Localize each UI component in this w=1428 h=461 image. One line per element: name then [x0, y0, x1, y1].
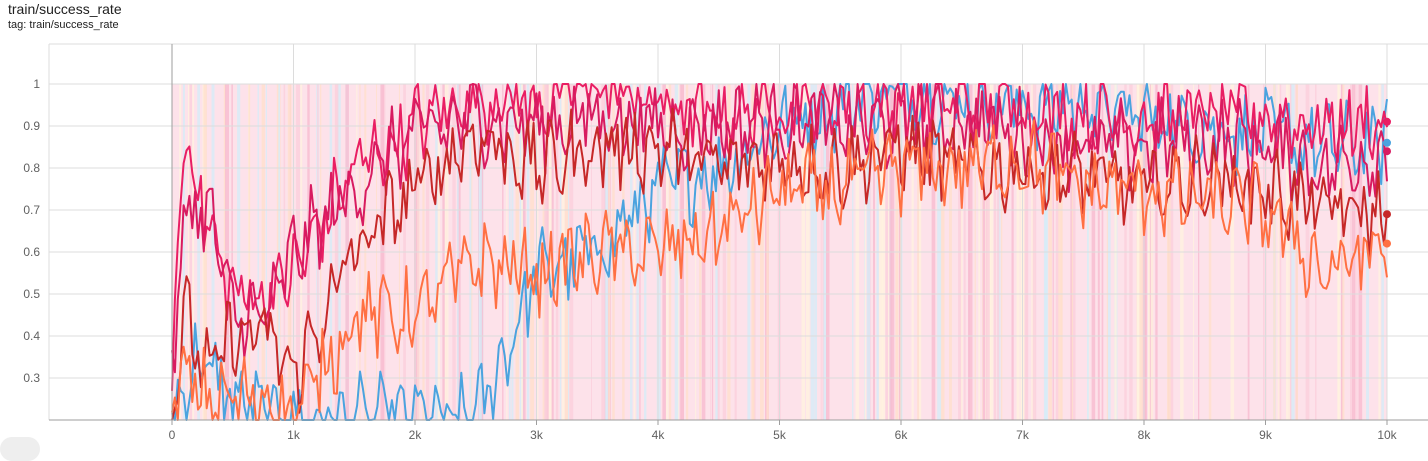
- x-tick-label: 5k: [773, 428, 787, 442]
- chart-title: train/success_rate: [8, 1, 122, 17]
- y-tick-label: 0.6: [23, 245, 40, 259]
- y-tick-label: 0.4: [23, 329, 40, 343]
- series-endpoint: [1383, 147, 1391, 156]
- x-tick-label: 4k: [652, 428, 666, 442]
- x-tick-label: 10k: [1377, 428, 1397, 442]
- series-endpoint: [1383, 210, 1391, 219]
- series-endpoint: [1383, 117, 1391, 126]
- x-tick-label: 9k: [1259, 428, 1273, 442]
- series-layer: [171, 83, 1388, 421]
- series-line[interactable]: [171, 83, 1388, 391]
- y-tick-label: 0.5: [23, 287, 40, 301]
- chart-tag: tag: train/success_rate: [8, 19, 119, 31]
- series-endpoint: [1383, 239, 1391, 248]
- y-tick-label: 0.8: [23, 161, 40, 175]
- series-line[interactable]: [171, 83, 1388, 374]
- y-tick-label: 1: [33, 77, 40, 91]
- line-chart[interactable]: 0.3 0.4 0.5 0.6 0.7 0.8 0.9 1 0 1k 2k 3k 4k 5k 6k 7k 8k 9…: [0, 0, 1428, 449]
- x-tick-label: 2k: [409, 428, 423, 442]
- y-tick-label: 0.7: [23, 203, 40, 217]
- x-tick-label: 0: [169, 428, 176, 442]
- series-line[interactable]: [171, 119, 1388, 421]
- y-tick-label: 0.9: [23, 119, 40, 133]
- axes-layer: 0.3 0.4 0.5 0.6 0.7 0.8 0.9 1 0 1k 2k 3k 4k 5k 6k 7k 8k 9…: [23, 44, 1428, 442]
- expand-button[interactable]: [0, 437, 40, 461]
- x-tick-label: 1k: [287, 428, 301, 442]
- series-line[interactable]: [171, 107, 1388, 421]
- x-tick-label: 7k: [1016, 428, 1030, 442]
- x-tick-label: 3k: [530, 428, 544, 442]
- x-tick-label: 8k: [1138, 428, 1152, 442]
- series-endpoint-layer: [1383, 117, 1391, 248]
- series-endpoint: [1383, 138, 1391, 147]
- x-tick-label: 6k: [895, 428, 909, 442]
- y-tick-label: 0.3: [23, 371, 40, 385]
